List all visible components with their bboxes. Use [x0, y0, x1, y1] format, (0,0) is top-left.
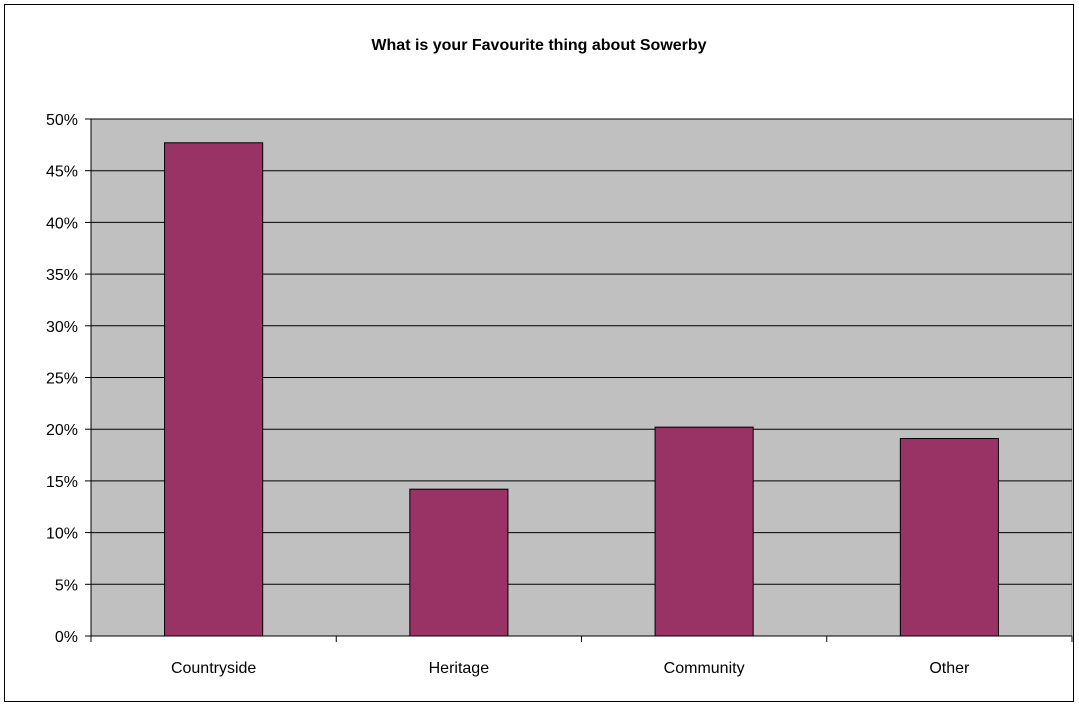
x-category-label: Countryside [171, 660, 256, 677]
x-category-label: Heritage [429, 660, 490, 677]
y-tick-label: 35% [46, 267, 78, 284]
bar-community [654, 426, 754, 637]
bar-heritage [409, 488, 509, 637]
axes [85, 118, 1073, 642]
y-tick-label: 40% [46, 215, 78, 232]
y-tick-label: 5% [55, 577, 78, 594]
x-category-label: Community [664, 660, 745, 677]
y-tick-label: 15% [46, 474, 78, 491]
y-tick-label: 25% [46, 371, 78, 388]
chart-title: What is your Favourite thing about Sower… [371, 37, 706, 54]
bar-countryside [164, 142, 264, 637]
y-tick-labels: 0% 5% 10% 15% 20% 25% 30% 35% 40% 45% 50% [46, 112, 78, 646]
bar-other [899, 438, 999, 637]
y-tick-label: 20% [46, 422, 78, 439]
y-tick-label: 0% [55, 629, 78, 646]
x-tick-labels: Countryside Heritage Community Other [171, 660, 970, 677]
y-tick-label: 30% [46, 319, 78, 336]
y-tick-label: 10% [46, 526, 78, 543]
y-tick-label: 50% [46, 112, 78, 129]
x-category-label: Other [929, 660, 970, 677]
y-tick-label: 45% [46, 164, 78, 181]
